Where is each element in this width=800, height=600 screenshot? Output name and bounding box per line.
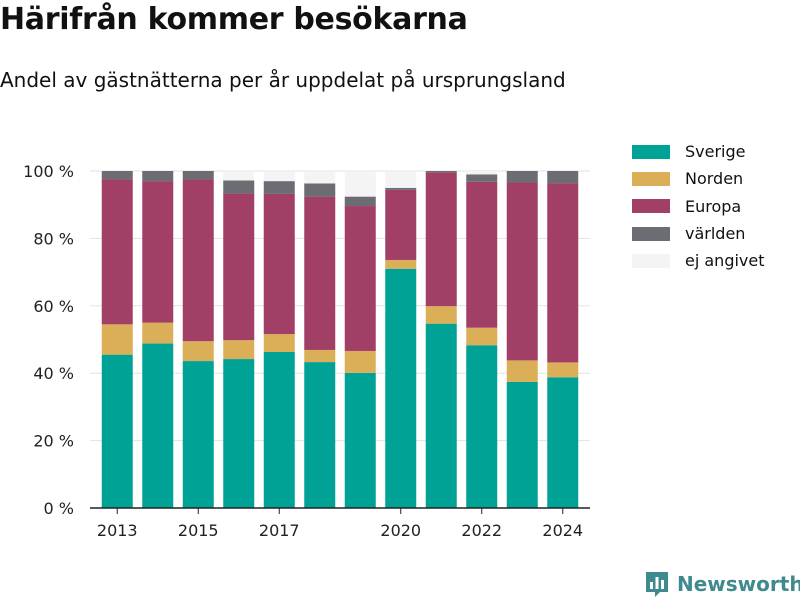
bar-segment	[547, 377, 579, 508]
legend-label: Sverige	[685, 142, 746, 162]
legend-item: världen	[632, 220, 765, 247]
legend-item: Sverige	[632, 138, 765, 165]
bar-segment	[101, 354, 133, 508]
brand-logo: Newsworthy	[645, 570, 800, 598]
bar-segment	[223, 359, 255, 508]
bar-segment	[344, 206, 376, 351]
bar-segment	[344, 350, 376, 373]
bar-segment	[547, 171, 579, 184]
bar-segment	[385, 171, 417, 188]
bar-segment	[304, 349, 336, 363]
bar-segment	[425, 171, 457, 173]
bar-segment	[425, 306, 457, 324]
bar-segment	[466, 181, 498, 328]
bar-segment	[101, 171, 133, 180]
bar-segment	[223, 193, 255, 341]
chart-legend: Sverige Norden Europa världen ej angivet	[632, 138, 765, 274]
bar-segment	[385, 189, 417, 260]
bar-segment	[223, 180, 255, 194]
newsworthy-logo-icon	[646, 572, 668, 597]
bar-segment	[547, 183, 579, 363]
y-tick-label: 80 %	[33, 229, 74, 248]
bar-segment	[506, 182, 538, 361]
bar-segment	[304, 183, 336, 197]
bar-segment	[263, 171, 295, 182]
legend-item: Norden	[632, 165, 765, 192]
legend-label: Norden	[685, 169, 744, 189]
bar-segment	[182, 171, 214, 180]
chart-title: Härifrån kommer besökarna	[0, 2, 468, 37]
x-tick-label: 2013	[97, 521, 138, 540]
bar-segment	[142, 171, 174, 182]
bar-segment	[182, 341, 214, 362]
bar-segment	[466, 171, 498, 175]
bars	[101, 171, 579, 508]
bar-segment	[506, 381, 538, 508]
bar-segment	[101, 179, 133, 325]
legend-label: världen	[685, 224, 746, 244]
bar-segment	[142, 181, 174, 323]
legend-item: Europa	[632, 193, 765, 220]
bar-segment	[304, 362, 336, 508]
legend-swatch	[632, 144, 670, 159]
bar-segment	[466, 174, 498, 182]
bar-segment	[182, 179, 214, 342]
bar-segment	[142, 322, 174, 344]
bar-segment	[466, 327, 498, 346]
chart-subtitle: Andel av gästnätterna per år uppdelat på…	[0, 68, 566, 92]
bar-segment	[385, 187, 417, 190]
bar-segment	[385, 268, 417, 508]
brand-name: Newsworthy	[677, 572, 800, 596]
bar-segment	[223, 171, 255, 181]
legend-label: Europa	[685, 196, 742, 216]
bar-segment	[547, 362, 579, 378]
bar-segment	[506, 360, 538, 382]
bar-segment	[304, 196, 336, 350]
bar-segment	[263, 351, 295, 508]
bar-segment	[304, 171, 336, 184]
bar-segment	[425, 323, 457, 508]
legend-swatch	[632, 253, 670, 268]
y-tick-label: 100 %	[23, 162, 74, 181]
y-tick-label: 60 %	[33, 297, 74, 316]
bar-segment	[223, 340, 255, 360]
bar-segment	[506, 171, 538, 183]
bar-segment	[466, 345, 498, 508]
x-tick-label: 2017	[259, 521, 300, 540]
y-tick-label: 20 %	[33, 432, 74, 451]
bar-segment	[344, 372, 376, 508]
bar-segment	[263, 193, 295, 335]
y-tick-label: 40 %	[33, 364, 74, 383]
legend-swatch	[632, 226, 670, 241]
bar-segment	[385, 259, 417, 269]
bar-segment	[344, 171, 376, 197]
legend-label: ej angivet	[685, 251, 765, 271]
bar-segment	[425, 172, 457, 307]
x-tick-label: 2024	[542, 521, 583, 540]
legend-swatch	[632, 171, 670, 186]
bar-segment	[101, 324, 133, 355]
y-gridlines	[90, 170, 590, 442]
x-tick-label: 2015	[178, 521, 219, 540]
bar-segment	[263, 334, 295, 352]
y-tick-label: 0 %	[44, 499, 74, 518]
x-tick-label: 2020	[380, 521, 421, 540]
bar-segment	[344, 196, 376, 207]
bar-segment	[182, 361, 214, 508]
legend-item: ej angivet	[632, 247, 765, 274]
bar-segment	[263, 181, 295, 194]
x-tick-label: 2022	[461, 521, 502, 540]
legend-swatch	[632, 199, 670, 214]
bar-segment	[142, 343, 174, 508]
